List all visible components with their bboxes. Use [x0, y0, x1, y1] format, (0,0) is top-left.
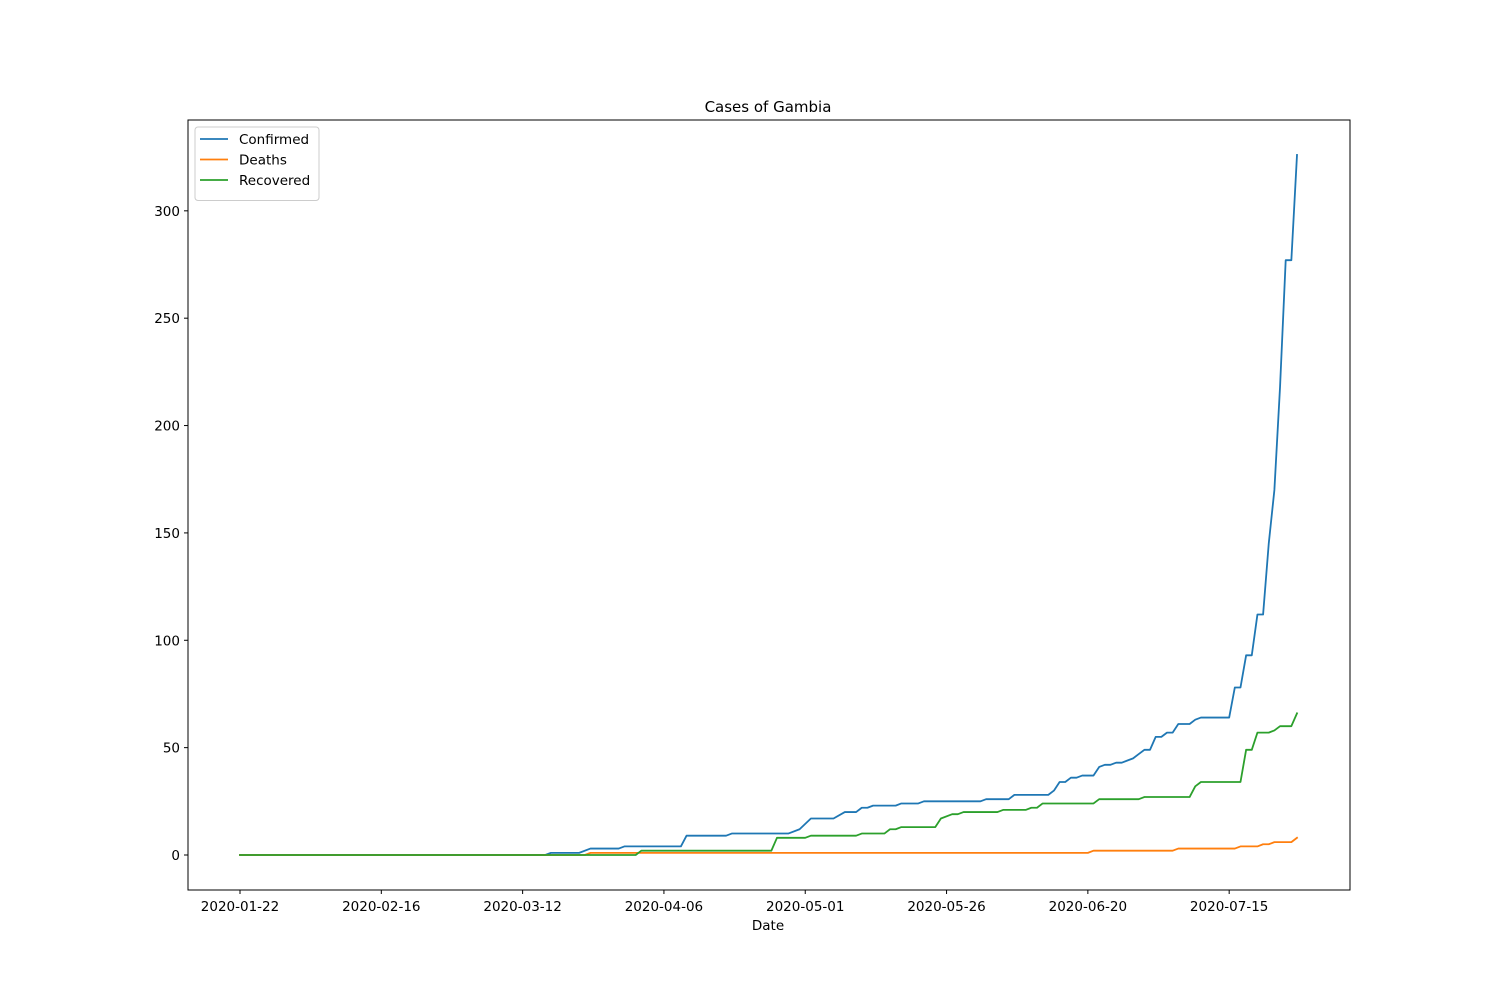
series-layer: [239, 154, 1299, 856]
legend-box: [194, 126, 320, 201]
series-line-recovered: [239, 712, 1299, 856]
legend-label-confirmed: Confirmed: [239, 132, 309, 148]
x-tick-label: 2020-04-06: [625, 899, 703, 915]
y-tick-label: 0: [171, 848, 180, 864]
chart-title: Cases of Gambia: [705, 98, 832, 116]
y-tick-label: 150: [154, 526, 180, 542]
y-tick-label: 100: [154, 633, 180, 649]
legend-label-deaths: Deaths: [239, 153, 287, 169]
plot-frame: [187, 119, 1351, 891]
x-tick-label: 2020-03-12: [483, 899, 561, 915]
legend: Confirmed Deaths Recovered: [194, 126, 320, 201]
y-tick-label: 300: [154, 204, 180, 220]
y-tick-label: 250: [154, 311, 180, 327]
y-tick-label: 50: [163, 741, 180, 757]
x-axis-label: Date: [752, 918, 784, 934]
series-line-deaths: [239, 836, 1299, 856]
y-tick-label: 200: [154, 419, 180, 435]
y-axis: 0 50 100 150 200 250 300: [154, 204, 188, 864]
x-tick-label: 2020-01-22: [201, 899, 279, 915]
x-tick-label: 2020-06-20: [1049, 899, 1127, 915]
x-tick-label: 2020-02-16: [342, 899, 420, 915]
x-tick-label: 2020-05-26: [907, 899, 985, 915]
x-tick-label: 2020-07-15: [1190, 899, 1268, 915]
x-tick-label: 2020-05-01: [766, 899, 844, 915]
series-line-confirmed: [239, 154, 1298, 856]
legend-label-recovered: Recovered: [239, 173, 310, 189]
x-axis: 2020-01-22 2020-02-16 2020-03-12 2020-04-06…: [201, 890, 1268, 915]
